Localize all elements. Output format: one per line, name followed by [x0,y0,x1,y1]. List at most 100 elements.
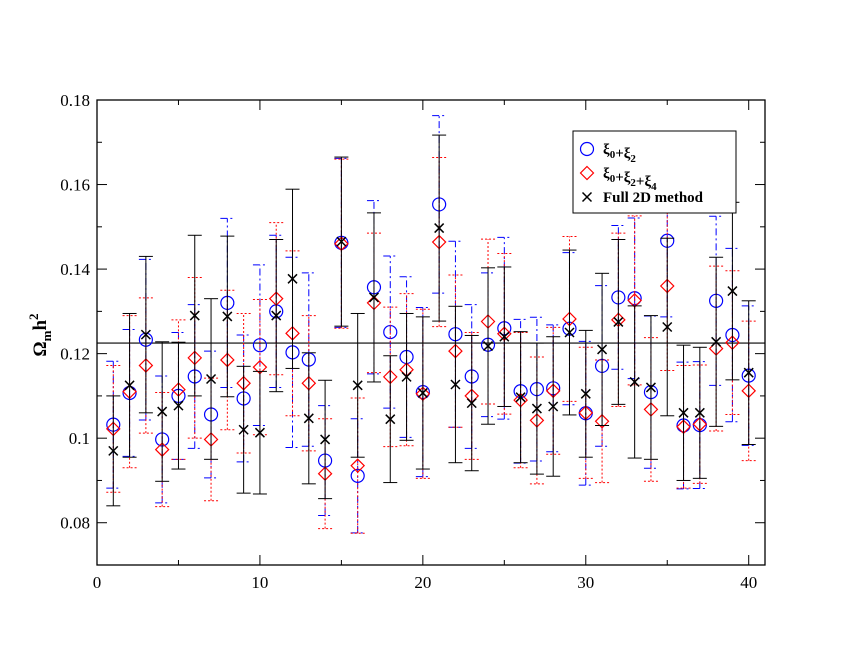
cross-marker-stroke [466,398,477,409]
data-point [189,310,200,321]
data-point [580,388,591,399]
legend-box [572,130,737,214]
cross-marker-stroke [352,380,363,391]
cross-marker-stroke [499,331,510,342]
legend-marker [581,191,593,203]
cross-marker-stroke [108,445,119,456]
data-point [140,329,151,340]
y-tick-label: 0.18 [60,91,90,110]
data-point [531,403,542,414]
data-point [743,367,754,378]
x-tick-label: 30 [577,573,594,592]
cross-marker-stroke [482,340,494,352]
error-bar [481,238,496,405]
legend-marker [579,141,595,157]
data-point [434,223,445,234]
axes: 0.080.10.120.140.160.180 10 20 30 40 [60,91,765,592]
cross-marker-stroke [173,400,184,411]
cross-marker-stroke [385,414,396,425]
cross-marker-stroke [711,336,722,347]
y-axis-label: Ωmh2 [26,313,54,356]
data-point [466,398,477,409]
cross-marker-stroke [222,311,233,322]
cross-marker-stroke [613,316,624,327]
y-tick-label: 0.12 [60,345,90,364]
x-tick-label: 0 [93,573,102,592]
error-bar [252,299,267,436]
legend-label: Full 2D method [603,190,704,206]
cross-marker-stroke [694,407,705,418]
data-point [450,379,461,390]
data-point [124,380,135,391]
cross-marker-stroke [662,321,673,333]
data-point [694,407,705,418]
cross-marker-stroke [320,434,331,445]
legend-label: ξ0+ξ2+ξ4 [603,166,657,193]
plot-area [97,115,765,534]
data-point [157,406,168,417]
data-point [368,292,380,303]
cross-marker-stroke [417,387,428,398]
cross-marker-stroke [238,424,249,435]
cross-marker-stroke [434,223,445,234]
legend-label-subscript: 0 [610,173,616,185]
cross-marker-stroke [564,327,575,338]
legend-label-subscript: 2 [630,153,636,165]
data-point [303,413,314,424]
legend-marker [579,165,595,181]
cross-marker-stroke [189,310,200,321]
data-point [515,392,526,403]
y-tick-label: 0.08 [60,514,90,533]
y-tick-label: 0.16 [60,176,90,195]
legend-label-subscript: 4 [651,181,657,193]
cross-marker-stroke [727,286,738,297]
y-tick-label: 0.1 [69,429,90,448]
data-point [238,424,249,435]
y-axis-label-main: Ω [30,341,51,356]
data-point [711,336,722,347]
cross-marker-stroke [581,191,593,203]
data-point [629,376,640,387]
cross-marker-stroke [271,310,282,321]
legend-label-part: ξ [603,142,610,158]
data-point [350,468,365,483]
x-tick-label: 20 [414,573,431,592]
data-point [254,427,265,438]
data-point [594,413,610,429]
y-axis-label-mid: h [30,320,51,331]
y-axis-label-superscript: 2 [26,313,41,320]
cross-marker-stroke [303,413,314,424]
cross-marker-stroke [450,379,461,390]
data-point [564,327,575,338]
data-point [336,236,347,247]
data-point [417,387,428,398]
cross-marker-stroke [548,401,559,412]
legend-label-part: +ξ [615,170,631,186]
cross-marker-stroke [254,427,265,438]
data-point [320,434,331,445]
cross-marker-stroke [580,388,591,399]
x-tick-label: 10 [251,573,268,592]
legend-label: ξ0+ξ2 [603,142,636,165]
cross-marker-stroke [401,371,412,382]
data-point [222,311,233,322]
data-point [645,382,656,393]
cross-marker-stroke [124,380,135,391]
data-point [401,371,412,382]
y-axis-label-subscript: m [39,330,54,341]
data-point [108,445,119,456]
cross-marker-stroke [743,367,754,378]
data-point [597,344,608,355]
data-point [499,331,510,342]
cross-marker-stroke [597,344,608,355]
cross-marker-stroke [287,273,298,284]
data-point [482,340,494,352]
cross-marker-stroke [336,236,347,247]
cross-marker-stroke [368,292,380,303]
data-point [271,310,282,321]
cross-marker-stroke [157,406,168,417]
data-point [350,458,366,474]
cross-marker-stroke [629,376,640,387]
plot-frame [96,99,766,566]
